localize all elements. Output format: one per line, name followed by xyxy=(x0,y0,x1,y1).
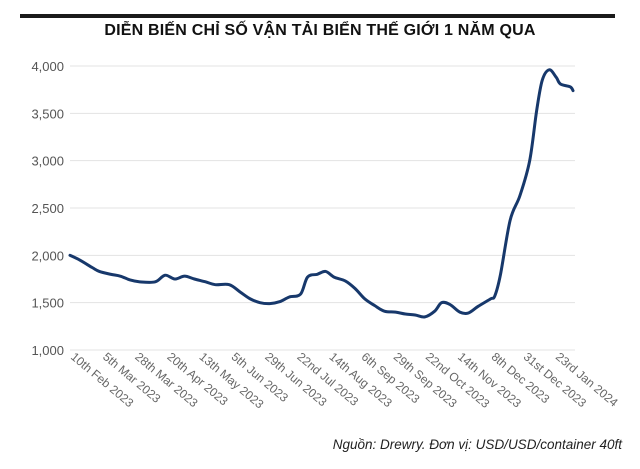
series-line xyxy=(68,68,575,319)
y-tick-label: 2,500 xyxy=(31,201,64,216)
chart-title: DIỄN BIẾN CHỈ SỐ VẬN TẢI BIỂN THẾ GIỚI 1… xyxy=(104,22,536,39)
y-tick-label: 4,000 xyxy=(31,59,64,74)
y-tick-label: 1,500 xyxy=(31,296,64,311)
source-note: Nguồn: Drewry. Đơn vị: USD/USD/container… xyxy=(332,437,622,452)
y-tick-label: 2,000 xyxy=(31,248,64,263)
top-rule xyxy=(20,14,615,18)
y-tick-label: 1,000 xyxy=(31,343,64,358)
y-tick-label: 3,000 xyxy=(31,154,64,169)
y-tick-label: 3,500 xyxy=(31,106,64,121)
